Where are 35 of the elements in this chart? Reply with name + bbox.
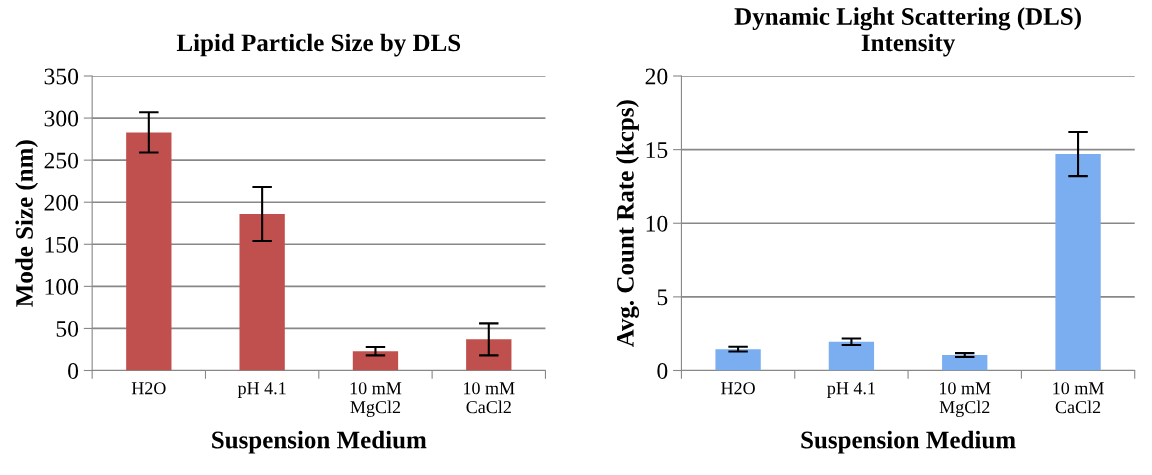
bar (466, 339, 512, 371)
y-axis-title: Avg. Count Rate (kcps) (616, 100, 640, 348)
y-tick-label: 0 (657, 362, 668, 379)
y-tick-label: 10 (646, 215, 668, 232)
y-tick-label: 150 (45, 236, 79, 253)
chart-title: Dynamic Light Scattering (DLS) Intensity (734, 7, 1081, 57)
x-tick-label: pH 4.1 (827, 382, 875, 398)
x-tick-label: 10 mM CaCl2 (1053, 382, 1104, 414)
x-tick-label: 10 mM MgCl2 (939, 382, 991, 417)
x-tick-label: pH 4.1 (237, 382, 286, 398)
x-tick-label: H2O (721, 382, 755, 395)
y-tick-label: 350 (44, 68, 79, 85)
y-tick-label: 15 (646, 142, 668, 159)
bar (942, 355, 988, 371)
bar (1055, 154, 1101, 371)
y-tick-label: 5 (657, 289, 668, 306)
bar (715, 349, 761, 371)
x-tick-label: 10 mM CaCl2 (464, 382, 515, 414)
y-tick-label: 100 (45, 278, 79, 295)
bar (126, 132, 172, 371)
y-tick-label: 200 (44, 194, 79, 211)
x-tick-label: H2O (131, 382, 166, 395)
x-tick-label: 10 mM MgCl2 (350, 382, 402, 417)
chart-title: Lipid Particle Size by DLS (176, 33, 461, 57)
y-tick-label: 300 (44, 110, 79, 127)
x-axis-title: Suspension Medium (212, 430, 427, 454)
x-axis-title: Suspension Medium (801, 430, 1016, 454)
y-tick-label: 0 (68, 362, 79, 379)
y-axis-title: Mode Size (nm) (15, 140, 38, 307)
y-tick-label: 50 (56, 320, 79, 337)
bar (239, 213, 285, 371)
y-tick-label: 20 (645, 68, 668, 85)
bar (828, 341, 875, 371)
y-tick-label: 250 (44, 152, 79, 169)
bar (352, 351, 399, 371)
